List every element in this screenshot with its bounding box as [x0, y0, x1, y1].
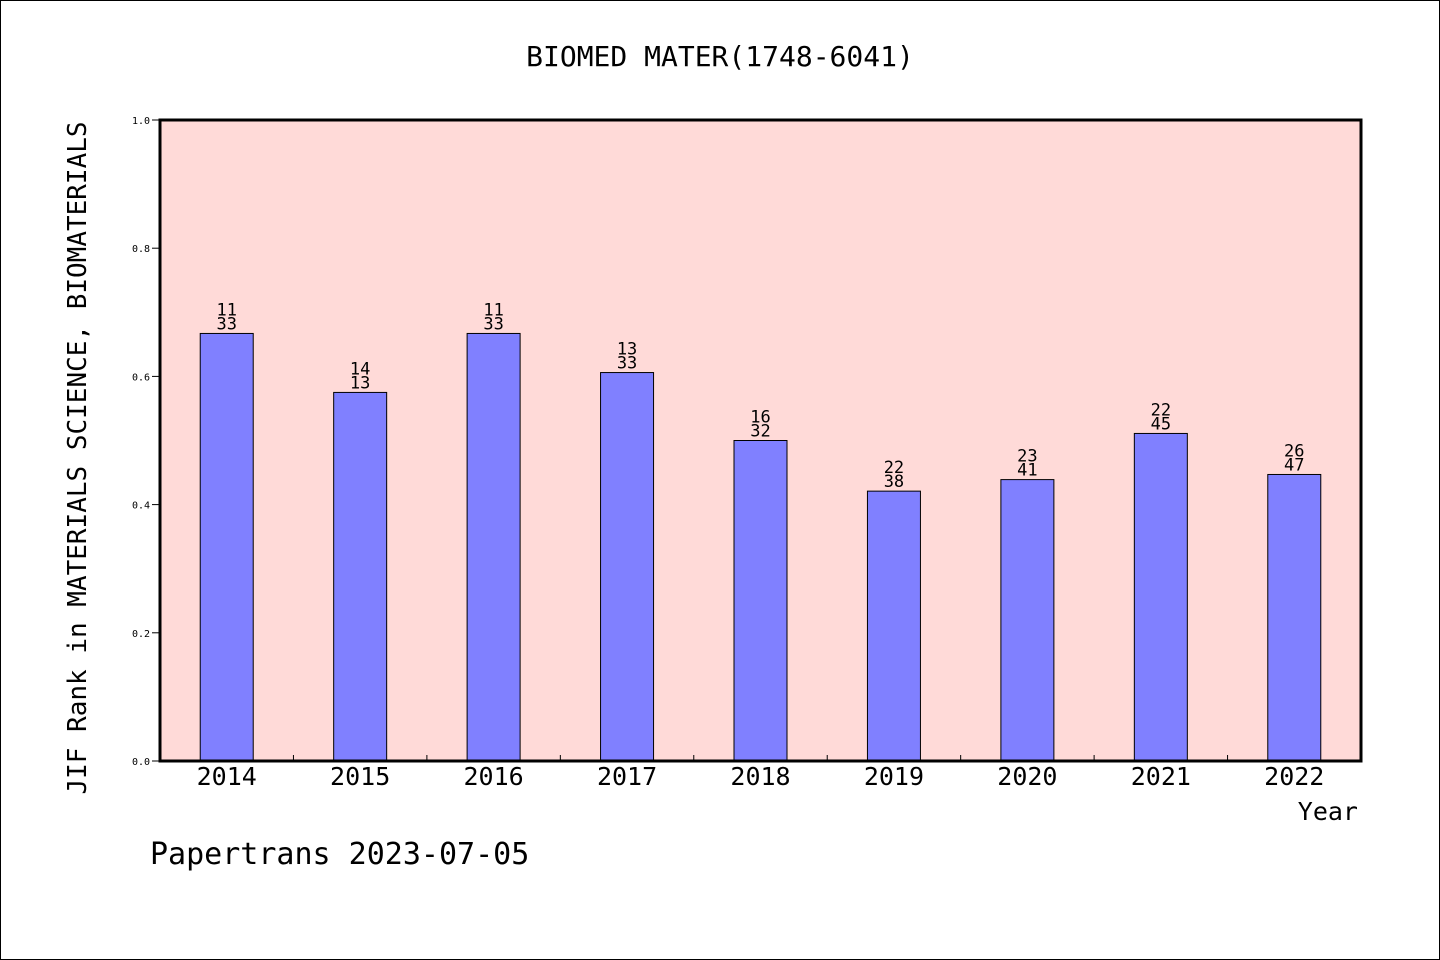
bar-label-top-2021: 22 [1151, 400, 1171, 420]
bar-2018 [733, 440, 788, 762]
footer-credit: Papertrans 2023-07-05 [150, 837, 529, 872]
bar-label-bottom-2016: 33 [483, 314, 503, 334]
bar-2022 [1267, 473, 1322, 762]
y-tick-label-0.6: 0.6 [132, 372, 150, 383]
x-tick-label-2020: 2020 [997, 762, 1057, 791]
bar-2019 [866, 490, 921, 762]
x-axis-label: Year [1298, 797, 1358, 826]
bar-2014 [199, 332, 254, 762]
bar-label-bottom-2017: 33 [617, 354, 637, 374]
bar-2016 [466, 332, 521, 762]
y-tick-label-0.2: 0.2 [132, 629, 150, 640]
y-tick-label-1.0: 1.0 [132, 116, 150, 127]
bar-label-top-2015: 14 [350, 359, 370, 379]
bar-2017 [600, 372, 655, 762]
y-tick-label-0.0: 0.0 [132, 757, 150, 768]
bar-label-top-2022: 26 [1284, 441, 1304, 461]
x-tick-label-2017: 2017 [597, 762, 657, 791]
bar-label-bottom-2019: 38 [884, 472, 904, 492]
bar-label-top-2019: 22 [884, 458, 904, 478]
x-tick-label-2016: 2016 [464, 762, 524, 791]
bar-label-top-2016: 11 [483, 300, 503, 320]
x-tick-label-2015: 2015 [330, 762, 390, 791]
bar-2020 [1000, 479, 1055, 762]
x-tick-label-2014: 2014 [197, 762, 257, 791]
bar-label-bottom-2014: 33 [216, 314, 236, 334]
bar-label-top-2017: 13 [617, 340, 637, 360]
bars [199, 332, 1322, 762]
plot-border [158, 118, 1363, 763]
x-tick-label-2018: 2018 [730, 762, 790, 791]
chart-title: BIOMED MATER(1748-6041) [526, 40, 914, 73]
bar-label-bottom-2022: 47 [1284, 455, 1304, 475]
bar-2021 [1133, 432, 1188, 762]
bar-2015 [333, 391, 388, 762]
bar-label-bottom-2020: 41 [1017, 461, 1037, 481]
y-tick-label-0.8: 0.8 [132, 244, 150, 255]
x-tick-label-2019: 2019 [864, 762, 924, 791]
bar-label-bottom-2015: 13 [350, 373, 370, 393]
x-axis: 2014 2015 2016 2017 2018 2019 2020 2021 2022 [197, 755, 1324, 791]
bar-label-top-2020: 23 [1017, 447, 1037, 467]
bar-label-top-2014: 11 [216, 300, 236, 320]
y-axis-label: JIF Rank in MATERIALS SCIENCE, BIOMATERI… [63, 121, 93, 794]
bar-label-top-2018: 16 [750, 408, 770, 428]
y-tick-label-0.4: 0.4 [132, 501, 150, 512]
x-tick-label-2022: 2022 [1264, 762, 1324, 791]
y-axis: 0.0 0.2 0.4 0.6 0.8 1.0 [132, 116, 160, 768]
bar-label-bottom-2021: 45 [1151, 414, 1171, 434]
bar-label-bottom-2018: 32 [750, 422, 770, 442]
x-tick-label-2021: 2021 [1131, 762, 1191, 791]
